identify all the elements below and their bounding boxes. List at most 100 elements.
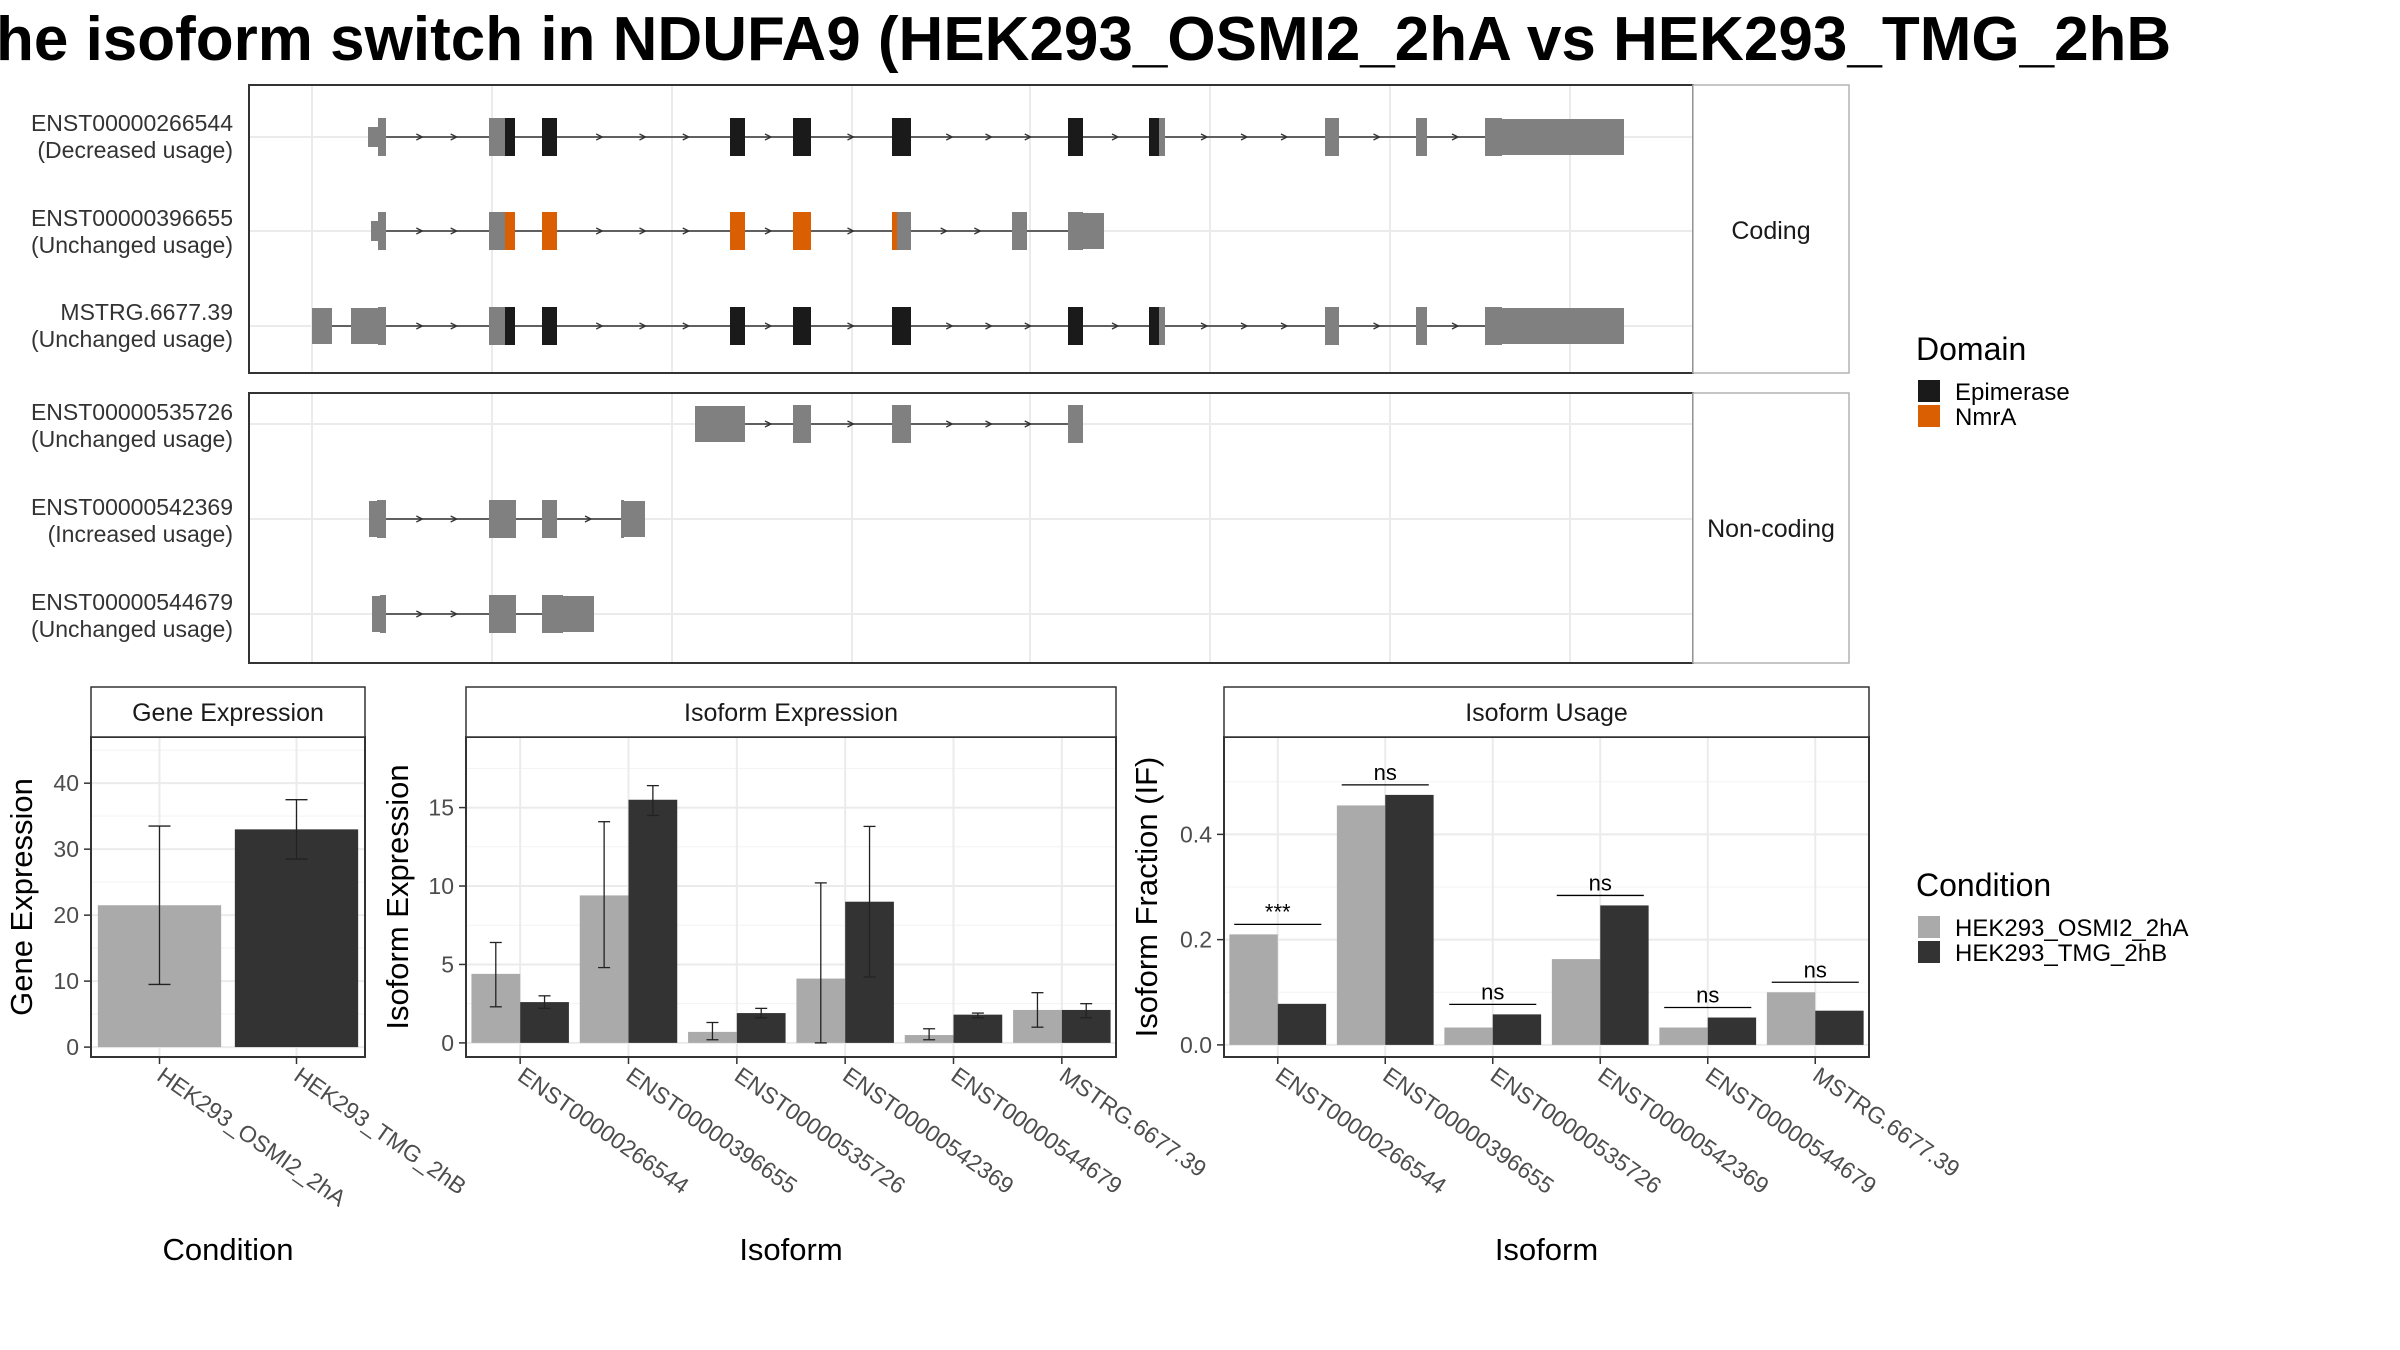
- bar: [1336, 805, 1386, 1045]
- legend-swatch-nmra: [1918, 405, 1940, 427]
- facet-strip-coding: [1692, 84, 1850, 374]
- significance-label: ns: [1696, 983, 1719, 1008]
- bar: [1707, 1017, 1757, 1045]
- strand-arrow: [847, 227, 855, 235]
- structure-panel-noncoding: [249, 393, 1693, 663]
- bar: [1600, 905, 1649, 1045]
- bar: [1444, 1027, 1493, 1045]
- facet-strip-label-coding: Coding: [1731, 217, 1810, 245]
- strand-arrow: [450, 322, 459, 330]
- y-axis-title: Isoform Expression: [380, 764, 415, 1029]
- bar: [628, 799, 678, 1043]
- strand-arrow: [416, 133, 424, 141]
- strand-arrow: [974, 227, 982, 235]
- row-usage-label: (Unchanged usage): [31, 232, 233, 258]
- structure-facet-coding: Coding: [248, 84, 1850, 374]
- exon-block: [1416, 118, 1427, 156]
- panel-strip: [465, 686, 1117, 738]
- row-id-label: ENST00000544679: [31, 589, 233, 615]
- exon-block: [1068, 118, 1083, 156]
- strand-arrow: [945, 420, 954, 428]
- y-axis-title: Isoform Fraction (IF): [1129, 757, 1164, 1038]
- strand-arrow: [1111, 133, 1120, 141]
- exon-block: [369, 501, 377, 537]
- exon-block: [368, 127, 378, 147]
- strand-arrow: [764, 322, 773, 330]
- exon-block: [377, 500, 386, 538]
- row-id-label: MSTRG.6677.39: [60, 299, 233, 325]
- strand-arrow: [940, 227, 949, 235]
- figure-title: he isoform switch in NDUFA9 (HEK293_OSMI…: [0, 5, 2171, 74]
- strand-arrow: [1024, 133, 1033, 141]
- bar: [1815, 1010, 1864, 1045]
- exon-block: [793, 307, 811, 345]
- legend-condition-title: Condition: [1916, 867, 2051, 903]
- bar: [953, 1014, 1003, 1043]
- exon-block: [1325, 307, 1339, 345]
- strand-arrow: [847, 133, 855, 141]
- exon-block: [563, 596, 594, 632]
- exon-block: [312, 308, 332, 344]
- panel-strip: [90, 686, 366, 738]
- x-axis-title: Isoform: [1495, 1232, 1598, 1267]
- exon-block: [892, 307, 911, 345]
- strand-arrow: [847, 420, 855, 428]
- exon-block: [1012, 212, 1027, 250]
- significance-label: ns: [1481, 979, 1504, 1004]
- exon-block: [695, 406, 745, 442]
- facet-strip-noncoding: [1692, 392, 1850, 664]
- isoform-usage-chart: 0.00.20.4***ENST00000266544nsENST0000039…: [1129, 686, 1965, 1267]
- legend-swatch-cond-a: [1918, 916, 1940, 938]
- exon-block: [489, 500, 516, 538]
- significance-label: ns: [1804, 957, 1827, 982]
- exon-block: [1149, 307, 1159, 345]
- significance-label: ns: [1589, 870, 1612, 895]
- legend-swatch-epimerase: [1918, 380, 1940, 402]
- row-usage-label: (Unchanged usage): [31, 616, 233, 642]
- strand-arrow: [682, 322, 691, 330]
- strand-arrow: [595, 133, 604, 141]
- panel-strip: [1223, 686, 1870, 738]
- x-axis-title: Isoform: [739, 1232, 842, 1267]
- exon-block: [1502, 308, 1624, 344]
- bar: [1277, 1003, 1327, 1045]
- exon-block: [378, 307, 386, 345]
- isoform-expression-chart: 051015ENST00000266544ENST00000396655ENST…: [380, 686, 1211, 1267]
- bar: [234, 829, 359, 1048]
- strand-arrow: [1451, 322, 1460, 330]
- strand-arrow: [764, 133, 773, 141]
- exon-block: [505, 307, 515, 345]
- x-axis-title: Condition: [163, 1232, 294, 1267]
- y-tick-label: 0.0: [1180, 1032, 1212, 1058]
- exon-block: [1485, 307, 1502, 345]
- legend-condition: Condition HEK293_OSMI2_2hA HEK293_TMG_2h…: [1916, 867, 2188, 967]
- strand-arrow: [682, 227, 691, 235]
- exon-block: [621, 500, 624, 538]
- exon-block: [505, 212, 515, 250]
- exon-block: [1068, 212, 1083, 250]
- strand-arrow: [1024, 420, 1033, 428]
- exon-block: [489, 595, 516, 633]
- strand-arrow: [595, 227, 604, 235]
- bar: [1659, 1027, 1708, 1045]
- strand-arrow: [416, 515, 424, 523]
- gene-expression-chart: 010203040HEK293_OSMI2_2hAHEK293_TMG_2hBG…: [4, 686, 471, 1267]
- legend-label-cond-a: HEK293_OSMI2_2hA: [1955, 915, 2188, 942]
- legend-label-cond-b: HEK293_TMG_2hB: [1955, 940, 2167, 967]
- strand-arrow: [1200, 322, 1209, 330]
- strand-arrow: [847, 322, 855, 330]
- structure-rows-noncoding: [369, 405, 1083, 633]
- significance-label: ***: [1265, 899, 1291, 924]
- y-tick-label: 20: [53, 902, 79, 928]
- facet-strip-label-noncoding: Non-coding: [1707, 515, 1835, 543]
- bar: [1229, 934, 1278, 1045]
- exon-block: [542, 118, 557, 156]
- y-tick-label: 0: [441, 1030, 454, 1056]
- bar: [1385, 794, 1434, 1045]
- exon-block: [1068, 307, 1083, 345]
- y-tick-label: 0: [66, 1034, 79, 1060]
- exon-block: [1325, 118, 1339, 156]
- strand-arrow: [416, 227, 424, 235]
- strand-arrow: [1451, 133, 1460, 141]
